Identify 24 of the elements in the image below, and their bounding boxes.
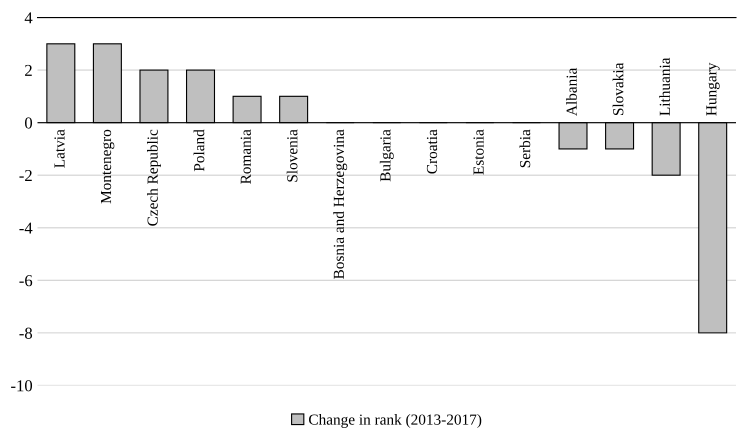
x-tick-label: Bosnia and Herzegovina [333, 129, 348, 279]
x-tick-label: Estonia [473, 129, 484, 175]
y-tick-label: -6 [19, 275, 32, 286]
x-tick-label: Czech Republic [147, 130, 161, 226]
x-tick-label: Romania [240, 129, 251, 184]
x-tick-label: Slovakia [612, 62, 624, 116]
x-tick-label: Croatia [426, 129, 438, 174]
x-tick-label: Lithuania [659, 58, 670, 116]
x-tick-label: Bulgaria [380, 129, 394, 182]
x-tick-label: Latvia [54, 129, 65, 168]
x-tick-label: Montenegro [101, 130, 114, 204]
y-tick-label: 4 [24, 12, 32, 24]
y-tick-label: -2 [19, 170, 32, 181]
y-tick-label: 2 [25, 64, 32, 76]
y-tick-label: -8 [19, 328, 32, 339]
legend-label: Change in rank (2013-2017) [309, 414, 482, 428]
y-tick-label: 0 [24, 117, 32, 129]
x-tick-label: Hungary [706, 62, 720, 116]
y-tick-label: -10 [11, 380, 32, 392]
y-tick-label: -4 [19, 222, 32, 234]
x-tick-label: Slovenia [286, 129, 298, 182]
x-tick-label: Poland [194, 129, 204, 172]
x-tick-label: Serbia [520, 129, 530, 168]
x-tick-label: Albania [566, 68, 577, 116]
